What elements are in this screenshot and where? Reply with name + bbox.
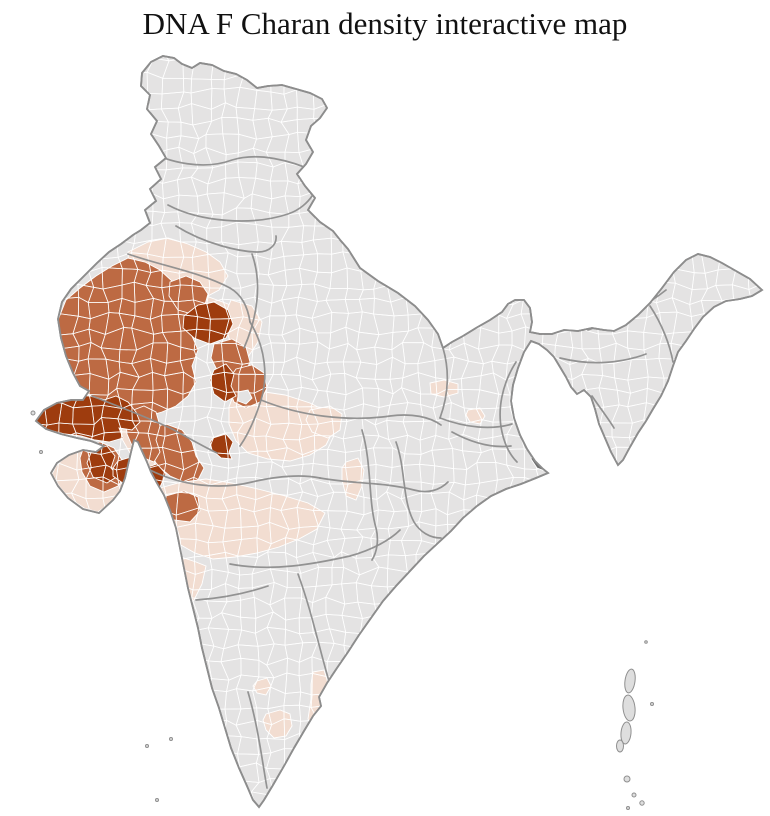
district-region[interactable]: [252, 677, 272, 696]
island-chain: [30, 410, 654, 810]
district-region[interactable]: [142, 501, 161, 523]
district-region[interactable]: [341, 457, 365, 501]
district-region[interactable]: [228, 390, 335, 462]
page-title: DNA F Charan density interactive map: [142, 6, 628, 41]
district-region[interactable]: [143, 514, 173, 545]
state-borders: [91, 147, 674, 789]
india-outline: [34, 55, 764, 809]
district-region[interactable]: [237, 389, 253, 405]
